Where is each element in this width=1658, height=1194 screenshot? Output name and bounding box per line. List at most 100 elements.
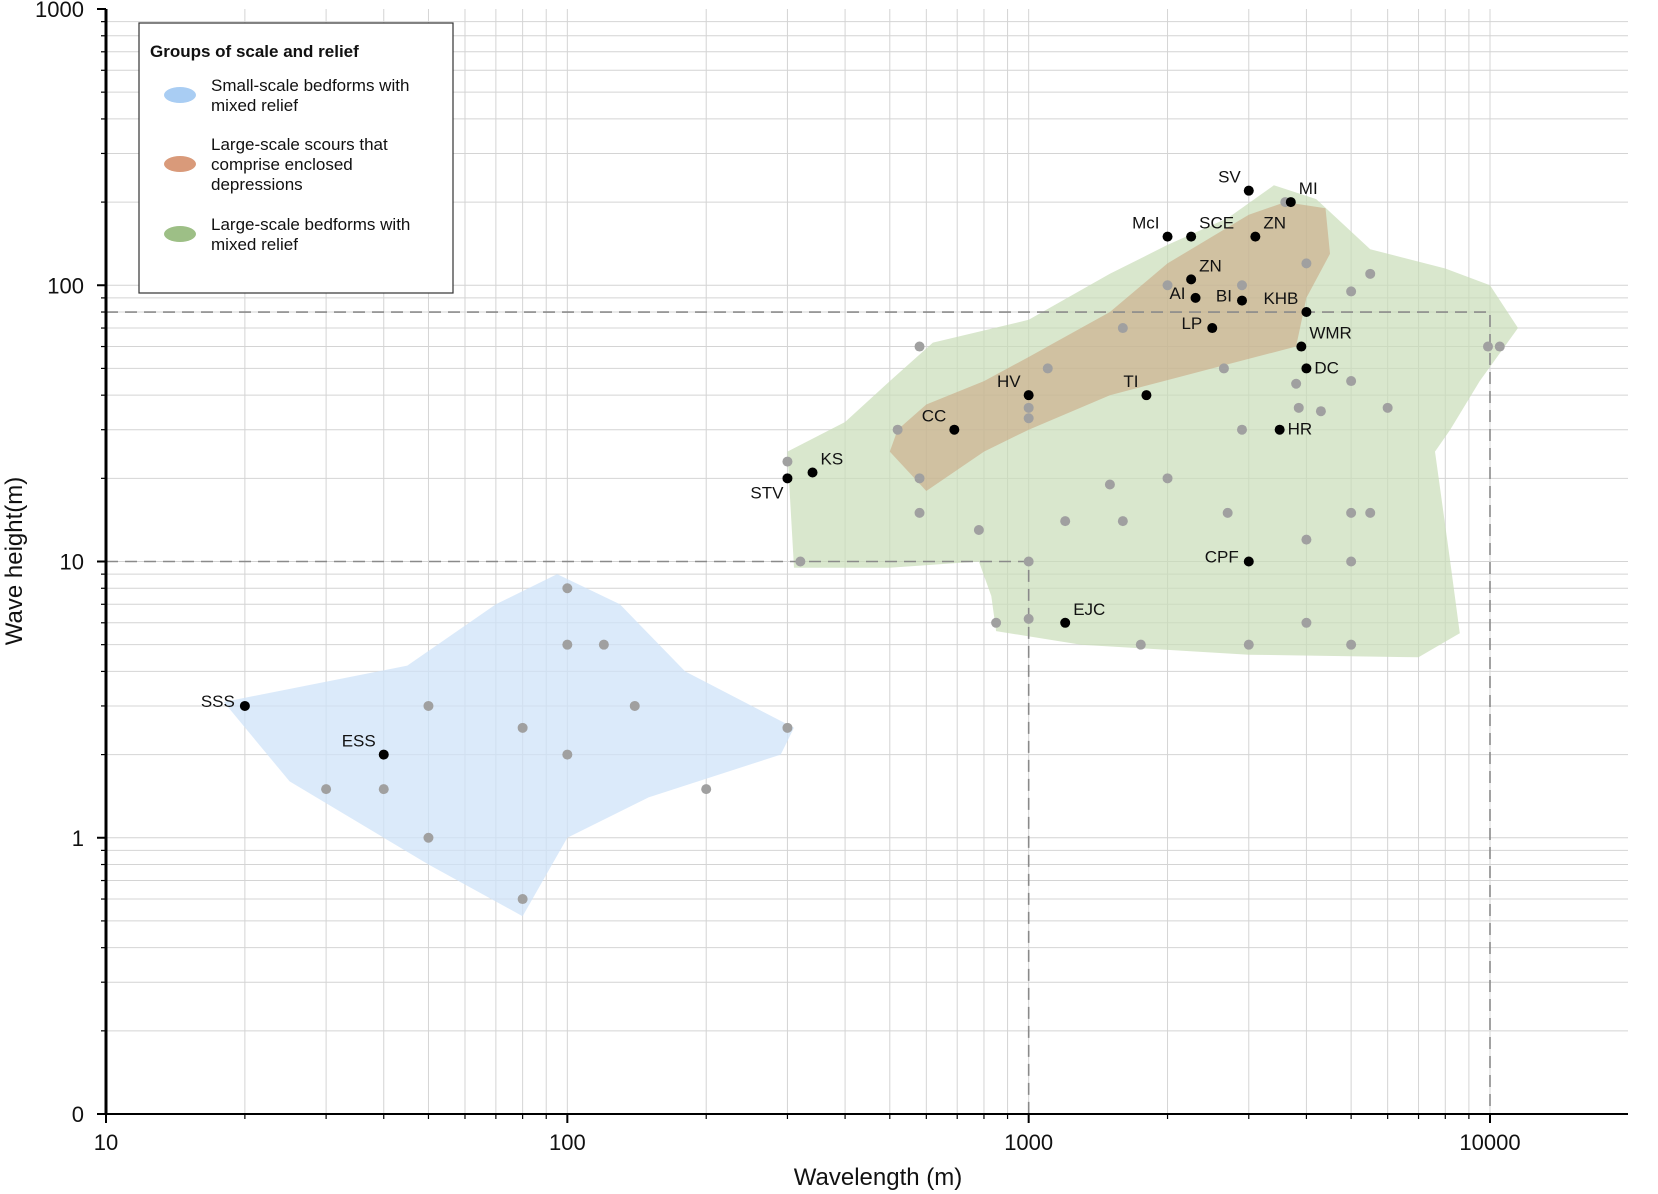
x-tick-label: 100 (549, 1130, 586, 1155)
data-point-labeled (1186, 274, 1197, 285)
data-point-labeled (1285, 197, 1296, 208)
data-point-labeled (1162, 231, 1173, 242)
data-point-labeled (1301, 363, 1312, 374)
data-point (1117, 516, 1128, 527)
region-shapes (223, 185, 1518, 917)
region-area (787, 185, 1518, 658)
y-tick-label: 1 (72, 826, 84, 851)
point-label: ESS (342, 732, 376, 751)
point-label: ZN (1263, 214, 1286, 233)
data-point-labeled (239, 700, 250, 711)
legend-swatch (164, 87, 196, 103)
point-label: LP (1181, 314, 1202, 333)
data-point (1218, 363, 1229, 374)
y-tick-label: 0 (72, 1102, 84, 1127)
legend-swatch (164, 156, 196, 172)
data-point (598, 639, 609, 650)
data-point (1346, 507, 1357, 518)
data-point (1482, 341, 1493, 352)
data-point-labeled (1250, 231, 1261, 242)
data-point-labeled (1301, 307, 1312, 318)
point-label: SV (1218, 168, 1241, 187)
data-point (914, 341, 925, 352)
axes: 10 100 1000 10000 0 1 10 100 1000 (35, 0, 1628, 1155)
data-point (1301, 258, 1312, 269)
legend-entry-text: Small-scale bedforms with (211, 76, 409, 95)
data-point (562, 583, 573, 594)
point-label: CC (922, 407, 947, 426)
point-label: SSS (201, 692, 235, 711)
data-point (562, 749, 573, 760)
data-point-labeled (1274, 424, 1285, 435)
data-point (1315, 406, 1326, 417)
point-label: CPF (1205, 548, 1239, 567)
data-point (1293, 402, 1304, 413)
data-point-labeled (807, 467, 818, 478)
data-point (629, 700, 640, 711)
data-point (423, 832, 434, 843)
y-axis-title: Wave height(m) (1, 477, 28, 646)
data-point (1162, 473, 1173, 484)
data-point (1301, 617, 1312, 628)
data-point (1494, 341, 1505, 352)
data-point (378, 784, 389, 795)
data-point (1222, 507, 1233, 518)
data-point (1291, 378, 1302, 389)
data-point (973, 525, 984, 536)
data-point-labeled (1190, 292, 1201, 303)
data-point-labeled (1186, 231, 1197, 242)
data-point (1346, 639, 1357, 650)
point-label: KS (821, 449, 844, 468)
point-label: SCE (1199, 214, 1234, 233)
data-point-labeled (1296, 341, 1307, 352)
data-point-labeled (782, 473, 793, 484)
point-labels: SSS ESS STV KS CC HV TI EJC CPF LP AI ZN BI McI SCE ZN S… (201, 168, 1352, 751)
legend-entry-text: comprise enclosed (211, 155, 353, 174)
legend-entry-text: mixed relief (211, 96, 298, 115)
legend-entry-text: mixed relief (211, 235, 298, 254)
legend-title: Groups of scale and relief (150, 42, 359, 61)
data-point (1023, 613, 1034, 624)
legend: Groups of scale and relief Small-scale b… (138, 22, 454, 294)
point-label: BI (1216, 287, 1232, 306)
point-label: TI (1123, 372, 1138, 391)
data-point (1365, 507, 1376, 518)
data-point-labeled (1141, 390, 1152, 401)
legend-entry-text: Large-scale bedforms with (211, 215, 410, 234)
legend-entry-text: depressions (211, 175, 303, 194)
data-point (1023, 413, 1034, 424)
x-tick-label: 10 (94, 1130, 118, 1155)
data-point (517, 894, 528, 905)
point-label: STV (750, 483, 784, 502)
data-point (1023, 556, 1034, 567)
data-point-labeled (1243, 556, 1254, 567)
data-point (321, 784, 332, 795)
data-point (423, 700, 434, 711)
guide-box (106, 311, 1491, 1114)
data-points (239, 185, 1505, 905)
data-point-labeled (1243, 185, 1254, 196)
region-area (889, 202, 1330, 491)
data-point (1382, 402, 1393, 413)
data-point (1236, 424, 1247, 435)
data-point (892, 424, 903, 435)
data-point (782, 456, 793, 467)
point-label: McI (1132, 214, 1159, 233)
data-point (1117, 323, 1128, 334)
data-point (1162, 280, 1173, 291)
legend-entry-text: Large-scale scours that (211, 135, 388, 154)
data-point-labeled (1060, 617, 1071, 628)
point-label: DC (1314, 358, 1339, 377)
data-point (1346, 556, 1357, 567)
data-point (1365, 268, 1376, 279)
point-label: WMR (1309, 324, 1351, 343)
data-point (795, 556, 806, 567)
point-label: ZN (1199, 256, 1222, 275)
x-tick-label: 1000 (1004, 1130, 1053, 1155)
data-point (517, 722, 528, 733)
data-point (1104, 479, 1115, 490)
region-area (223, 574, 795, 917)
data-point (782, 722, 793, 733)
